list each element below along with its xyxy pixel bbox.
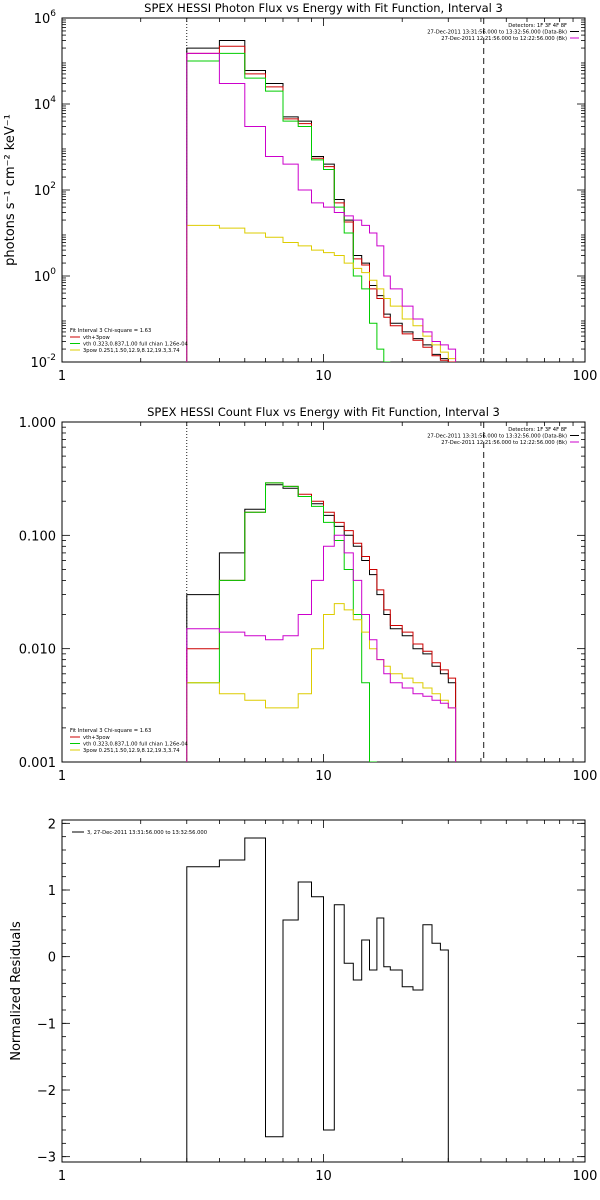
chart-title: SPEX HESSI Count Flux vs Energy with Fit… bbox=[147, 405, 500, 419]
y-axis-label: Normalized Residuals bbox=[9, 921, 24, 1061]
legend-top-right-text: 27-Dec-2011 13:31:56.000 to 13:32:56.000… bbox=[427, 434, 567, 440]
series-bk bbox=[186, 534, 457, 762]
legend-bottom-left-text: 3pow 0.251,1.50,12.9,8.12,19.3,3.74 bbox=[83, 748, 180, 754]
legend-top-right-text: Detectors: 1F 3F 4F 8F bbox=[508, 23, 567, 29]
x-tick-label: 1 bbox=[58, 769, 66, 784]
y-tick-label: 100 bbox=[34, 267, 57, 285]
y-tick-label: −3 bbox=[37, 1151, 56, 1166]
y-tick-label: −2 bbox=[37, 1084, 56, 1099]
series-data-bk bbox=[186, 484, 457, 762]
x-tick-label: 100 bbox=[573, 369, 598, 384]
legend-bottom-left-text: 3pow 0.251,1.50,12.9,8.12,19.3,3.74 bbox=[83, 348, 180, 354]
x-tick-label: 10 bbox=[315, 769, 332, 784]
y-tick-label: 0.010 bbox=[19, 643, 56, 658]
series-vth bbox=[186, 52, 391, 362]
y-tick-label: 1.000 bbox=[19, 416, 56, 431]
legend-bottom-left-text: vth 0.323,0.837,1.00 full chian 1.26e-04 bbox=[83, 742, 188, 748]
legend-bottom-left-text: vth+3pow bbox=[83, 335, 111, 341]
legend-bottom-left-text: vth+3pow bbox=[83, 735, 111, 741]
legend-top-right-text: 27-Dec-2011 13:31:56.000 to 13:32:56.000… bbox=[427, 30, 567, 36]
legend-top-right-text: 27-Dec-2011 12:21:56.000 to 12:22:56.000… bbox=[441, 440, 567, 446]
y-tick-label: 10-2 bbox=[30, 353, 56, 371]
legend-top-right-text: 27-Dec-2011 12:21:56.000 to 12:22:56.000… bbox=[441, 36, 567, 42]
y-axis-label: photons s⁻¹ cm⁻² keV⁻¹ bbox=[3, 114, 18, 266]
legend-bottom-left-header: Fit Interval 3 Chi-square = 1.63 bbox=[70, 328, 151, 334]
series-vth-3pow bbox=[186, 482, 457, 762]
legend-text: 3, 27-Dec-2011 13:31:56.000 to 13:32:56.… bbox=[87, 830, 207, 836]
y-tick-label: 106 bbox=[34, 9, 57, 27]
series-3pow bbox=[186, 603, 457, 762]
legend-bottom-left-header: Fit Interval 3 Chi-square = 1.63 bbox=[70, 728, 151, 734]
series-3-27-dec-2011-13-31-56-000-to-13-32-56-000 bbox=[186, 837, 456, 1162]
series-vth-3pow bbox=[186, 45, 456, 362]
x-tick-label: 10 bbox=[315, 369, 332, 384]
series-3pow bbox=[186, 224, 457, 362]
y-tick-label: 0.100 bbox=[19, 529, 56, 544]
plot-frame bbox=[61, 17, 586, 363]
x-tick-label: 100 bbox=[573, 769, 598, 784]
plot-frame bbox=[61, 421, 586, 763]
series-bk bbox=[186, 52, 457, 362]
series-data-bk bbox=[186, 40, 456, 362]
x-tick-label: 10 bbox=[315, 1169, 332, 1184]
series-vth bbox=[186, 482, 377, 762]
legend-top-right-text: Detectors: 1F 3F 4F 8F bbox=[508, 427, 567, 433]
y-tick-label: 104 bbox=[34, 95, 57, 113]
chart-title: SPEX HESSI Photon Flux vs Energy with Fi… bbox=[144, 1, 503, 15]
y-tick-label: 0 bbox=[48, 951, 56, 966]
chart-count: SPEX HESSI Count Flux vs Energy with Fit… bbox=[19, 405, 598, 784]
y-tick-label: −1 bbox=[37, 1017, 56, 1032]
y-tick-label: 102 bbox=[34, 181, 56, 199]
legend-bottom-left-text: vth 0.323,0.837,1.00 full chian 1.26e-04 bbox=[83, 342, 188, 348]
x-tick-label: 1 bbox=[58, 1169, 66, 1184]
y-tick-label: 1 bbox=[48, 884, 56, 899]
chart-photon: SPEX HESSI Photon Flux vs Energy with Fi… bbox=[3, 1, 597, 384]
y-tick-label: 0.001 bbox=[19, 756, 56, 771]
x-tick-label: 1 bbox=[58, 369, 66, 384]
y-tick-label: 2 bbox=[48, 817, 56, 832]
chart-residuals: 1 10 100 −3 −2 −1 0 1 2 Normalized Residuals 3, 27… bbox=[9, 817, 597, 1184]
x-tick-label: 100 bbox=[573, 1169, 598, 1184]
